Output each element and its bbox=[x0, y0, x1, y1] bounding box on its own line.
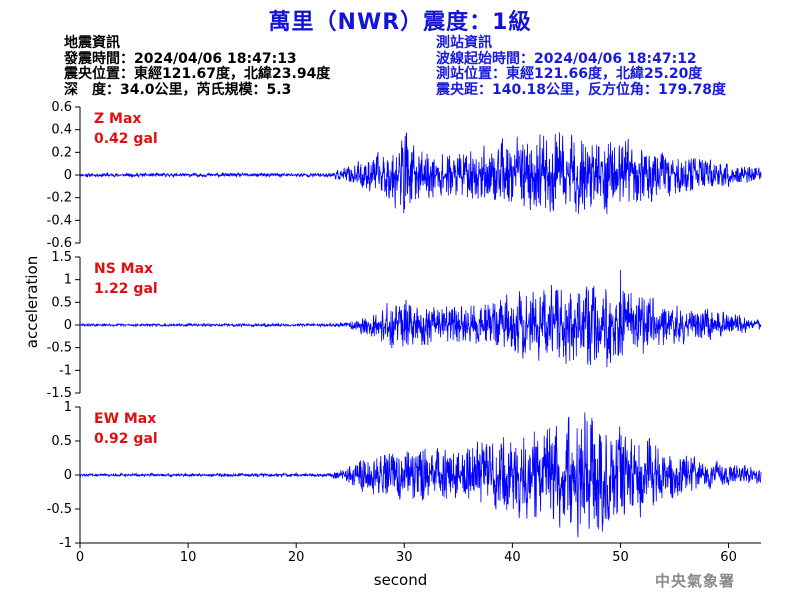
ns-y-tick-label: 0.5 bbox=[51, 295, 72, 310]
z-y-tick-label: -0.2 bbox=[47, 191, 72, 206]
ew-y-tick-label: -0.5 bbox=[47, 502, 72, 517]
ns-waveform bbox=[79, 269, 762, 368]
station-info: 測站資訊 波線起始時間：2024/04/06 18:47:12 測站位置：東經1… bbox=[436, 35, 727, 98]
y-axis-label: acceleration bbox=[23, 256, 41, 348]
z-y-tick-label: 0 bbox=[64, 168, 72, 183]
ns-max-value: 1.22 gal bbox=[94, 281, 158, 297]
origin-time: 發震時間：2024/04/06 18:47:13 bbox=[64, 50, 297, 67]
z-y-tick-label: -0.6 bbox=[47, 236, 72, 251]
station-info-heading: 測站資訊 bbox=[436, 35, 492, 51]
ew-y-tick-label: 0.5 bbox=[51, 434, 72, 449]
x-tick-label: 50 bbox=[612, 550, 629, 565]
depth-magnitude: 深 度：34.0公里，芮氏規模：5.3 bbox=[64, 81, 292, 98]
epicenter-location: 震央位置：東經121.67度，北緯23.94度 bbox=[64, 66, 331, 83]
ew-max-value: 0.92 gal bbox=[94, 431, 158, 447]
ew-y-tick-label: 0 bbox=[64, 468, 72, 483]
z-y-tick-label: 0.2 bbox=[51, 145, 72, 160]
ns-y-tick-label: -0.5 bbox=[47, 341, 72, 356]
earthquake-info-heading: 地震資訊 bbox=[64, 35, 120, 51]
x-tick-label: 30 bbox=[396, 550, 413, 565]
x-tick-label: 0 bbox=[76, 550, 84, 565]
wave-arrival-time: 波線起始時間：2024/04/06 18:47:12 bbox=[436, 50, 697, 67]
z-max-value: 0.42 gal bbox=[94, 131, 158, 147]
ns-y-tick-label: 1 bbox=[64, 273, 72, 288]
ew-waveform bbox=[79, 412, 762, 538]
ns-y-tick-label: -1.5 bbox=[47, 386, 72, 401]
epicentral-distance: 震央距：140.18公里，反方位角：179.78度 bbox=[436, 81, 727, 98]
z-max-label: Z Max bbox=[94, 111, 141, 127]
x-tick-label: 20 bbox=[288, 550, 305, 565]
z-y-tick-label: 0.6 bbox=[51, 100, 72, 115]
ew-y-tick-label: 1 bbox=[64, 400, 72, 415]
x-tick-label: 60 bbox=[720, 550, 737, 565]
x-axis-label: second bbox=[374, 571, 428, 589]
x-tick-label: 40 bbox=[504, 550, 521, 565]
x-tick-label: 10 bbox=[180, 550, 197, 565]
agency-watermark: 中央氣象署 bbox=[655, 572, 736, 590]
z-waveform bbox=[79, 132, 762, 214]
station-location: 測站位置：東經121.66度，北緯25.20度 bbox=[436, 66, 703, 83]
ns-y-tick-label: 1.5 bbox=[51, 250, 72, 265]
ew-y-tick-label: -1 bbox=[59, 536, 72, 551]
chart-title: 萬里（NWR）震度：1級 bbox=[268, 10, 532, 35]
z-y-tick-label: -0.4 bbox=[47, 213, 72, 228]
ns-y-tick-label: 0 bbox=[64, 318, 72, 333]
earthquake-info: 地震資訊 發震時間：2024/04/06 18:47:13 震央位置：東經121… bbox=[64, 35, 331, 98]
z-y-tick-label: 0.4 bbox=[51, 123, 72, 138]
ns-y-tick-label: -1 bbox=[59, 363, 72, 378]
ns-max-label: NS Max bbox=[94, 261, 153, 277]
ew-max-label: EW Max bbox=[94, 411, 156, 427]
